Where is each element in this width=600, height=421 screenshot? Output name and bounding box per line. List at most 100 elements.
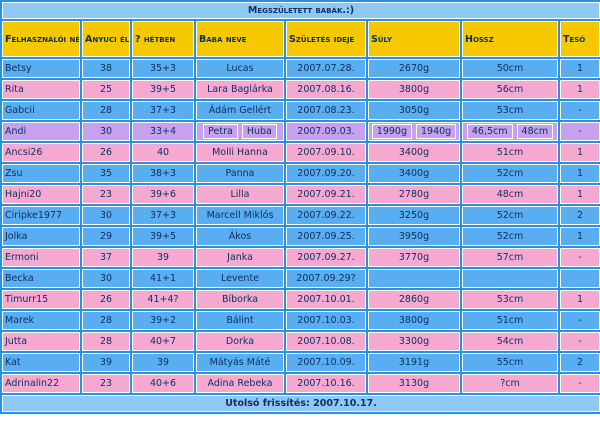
cell: ?cm [462, 374, 558, 393]
header-cell: Felhasználói név [2, 21, 80, 57]
cell: 50cm [462, 59, 558, 78]
cell: 3800g [368, 80, 460, 99]
cell: Andi [2, 122, 80, 141]
cell: 2007.10.08. [286, 332, 366, 351]
cell: Ancsi26 [2, 143, 80, 162]
cell: 39+6 [132, 185, 194, 204]
cell: 23 [82, 185, 130, 204]
cell: 3050g [368, 101, 460, 120]
cell [560, 269, 600, 288]
cell: 26 [82, 290, 130, 309]
footer-row: Utolsó frissítés: 2007.10.17. [2, 395, 600, 412]
cell: 3130g [368, 374, 460, 393]
cell: 37 [82, 248, 130, 267]
cell: 52cm [462, 227, 558, 246]
cell: 39+5 [132, 80, 194, 99]
cell: Petra Huba [196, 122, 284, 141]
cell: Betsy [2, 59, 80, 78]
cell: - [560, 101, 600, 120]
header-cell: Súly [368, 21, 460, 57]
cell: 55cm [462, 353, 558, 372]
cell: 2007.08.23. [286, 101, 366, 120]
cell: 2007.09.22. [286, 206, 366, 225]
cell: 3191g [368, 353, 460, 372]
data-row: Betsy 38 35+3 Lucas 2007.07.28. 2670g 50cm 1 [2, 59, 600, 78]
cell: 29 [82, 227, 130, 246]
data-row: Andi 30 33+4 Petra Huba 2007.09.03. 1990g 1940g… [2, 122, 600, 141]
cell: Hajni20 [2, 185, 80, 204]
cell: 2860g [368, 290, 460, 309]
cell: 2007.07.28. [286, 59, 366, 78]
cell: 1 [560, 227, 600, 246]
cell: 23 [82, 374, 130, 393]
cell: Timurr15 [2, 290, 80, 309]
cell: 2007.09.27. [286, 248, 366, 267]
cell: 57cm [462, 248, 558, 267]
sub-cell: 1990g [371, 124, 412, 139]
table-title: Megszületett babák.:) [2, 2, 600, 19]
header-cell: ? hétben [132, 21, 194, 57]
cell: 2007.09.21. [286, 185, 366, 204]
cell: 48cm [462, 185, 558, 204]
cell: 3400g [368, 164, 460, 183]
cell: 3400g [368, 143, 460, 162]
data-row: Becka 30 41+1 Levente 2007.09.29? [2, 269, 600, 288]
cell: 54cm [462, 332, 558, 351]
cell [462, 269, 558, 288]
cell: 1 [560, 164, 600, 183]
cell: 2007.09.20. [286, 164, 366, 183]
cell: 28 [82, 101, 130, 120]
cell: 35 [82, 164, 130, 183]
cell: 30 [82, 269, 130, 288]
cell: 1990g 1940g [368, 122, 460, 141]
cell: 39 [132, 353, 194, 372]
cell: Levente [196, 269, 284, 288]
cell: Becka [2, 269, 80, 288]
cell: 38 [82, 59, 130, 78]
cell: 2007.08.16. [286, 80, 366, 99]
cell: 38+3 [132, 164, 194, 183]
cell: 2007.10.16. [286, 374, 366, 393]
cell: Mátyás Máté [196, 353, 284, 372]
cell: 56cm [462, 80, 558, 99]
cell: 2007.09.03. [286, 122, 366, 141]
cell: 37+3 [132, 206, 194, 225]
data-row: Marek 28 39+2 Bálint 2007.10.03. 3800g 51cm - [2, 311, 600, 330]
data-row: Zsu 35 38+3 Panna 2007.09.20. 3400g 52cm 1 [2, 164, 600, 183]
cell: Rita [2, 80, 80, 99]
sub-cell: 1940g [416, 124, 457, 139]
cell: Janka [196, 248, 284, 267]
cell: 3950g [368, 227, 460, 246]
cell: Lilla [196, 185, 284, 204]
sub-cell: Petra [203, 124, 238, 139]
header-cell: Anyuci életkora [82, 21, 130, 57]
cell: 33+4 [132, 122, 194, 141]
header-cell: Hossz [462, 21, 558, 57]
data-row: Gabcii 28 37+3 Ádám Gellért 2007.08.23. 3050g… [2, 101, 600, 120]
cell: 1 [560, 185, 600, 204]
data-row: Jolka 29 39+5 Ákos 2007.09.25. 3950g 52cm 1 [2, 227, 600, 246]
cell: 40+6 [132, 374, 194, 393]
cell: - [560, 374, 600, 393]
cell: 40+7 [132, 332, 194, 351]
cell: 2007.09.10. [286, 143, 366, 162]
cell: 51cm [462, 311, 558, 330]
cell: Ákos [196, 227, 284, 246]
cell: Jutta [2, 332, 80, 351]
cell: 52cm [462, 206, 558, 225]
cell: Bálint [196, 311, 284, 330]
data-row: Timurr15 26 41+4? Bíborka 2007.10.01. 2860g 53… [2, 290, 600, 309]
cell: Ádám Gellért [196, 101, 284, 120]
cell: Zsu [2, 164, 80, 183]
data-row: Ancsi26 26 40 Molli Hanna 2007.09.10. 3400g 51… [2, 143, 600, 162]
cell: Molli Hanna [196, 143, 284, 162]
data-row: Jutta 28 40+7 Dorka 2007.10.08. 3300g 54cm - [2, 332, 600, 351]
cell: Ciripke1977 [2, 206, 80, 225]
data-row: Ciripke1977 30 37+3 Marcell Miklós 2007.09.2… [2, 206, 600, 225]
cell: Adina Rebeka [196, 374, 284, 393]
cell: 2 [560, 353, 600, 372]
cell: 41+1 [132, 269, 194, 288]
cell: 30 [82, 206, 130, 225]
